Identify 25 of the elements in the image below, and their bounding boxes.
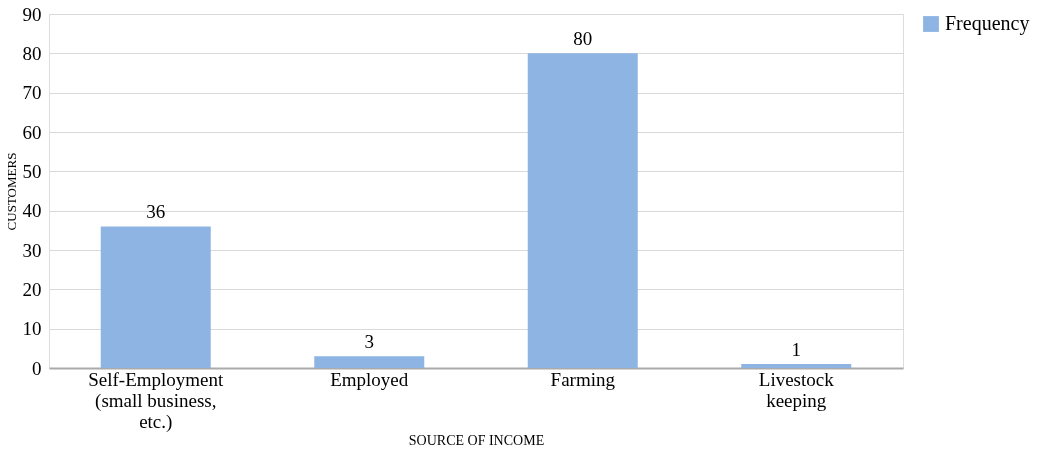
x-tick-label: Farming <box>550 368 616 390</box>
data-label: 80 <box>573 28 593 50</box>
data-label: 36 <box>146 201 166 223</box>
y-tick-label: 80 <box>22 42 42 64</box>
y-tick-label: 40 <box>22 200 42 222</box>
y-tick-label: 10 <box>22 318 42 340</box>
x-axis-title: SOURCE OF INCOME <box>408 432 545 448</box>
legend-label: Frequency <box>945 12 1030 35</box>
y-tick-label: 30 <box>22 239 42 261</box>
bar <box>314 356 425 368</box>
bar <box>100 226 211 368</box>
y-tick-label: 50 <box>22 160 42 182</box>
x-tick-label: Self-Employment (small business, etc.) <box>88 368 225 433</box>
y-tick-label: 70 <box>22 82 42 104</box>
bar <box>741 364 852 368</box>
y-axis-title: CUSTOMERS <box>3 152 19 231</box>
x-tick-label: Employed <box>330 368 409 390</box>
x-tick-label: Livestock keeping <box>758 368 835 411</box>
data-label: 1 <box>791 339 801 361</box>
y-tick-label: 20 <box>22 278 42 300</box>
y-tick-label: 60 <box>22 121 42 143</box>
y-tick-label: 0 <box>32 357 42 379</box>
data-label: 3 <box>364 331 374 353</box>
y-tick-label: 90 <box>22 3 42 25</box>
bar <box>527 53 638 368</box>
